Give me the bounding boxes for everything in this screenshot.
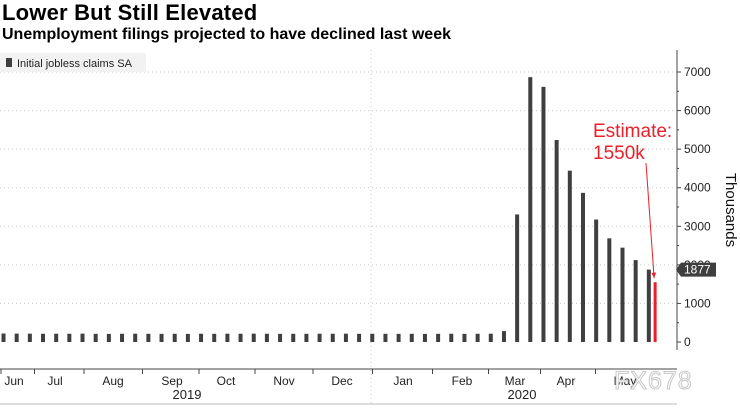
bar (554, 140, 559, 342)
bar (146, 333, 151, 342)
bar (54, 333, 59, 342)
x-tick-label: Jan (393, 374, 412, 388)
bar (580, 192, 585, 342)
x-tick-label: Sep (161, 374, 183, 388)
bar (633, 260, 638, 342)
bar (396, 333, 401, 342)
x-tick-label: Jun (4, 374, 23, 388)
bar (422, 333, 427, 342)
y-tick-label: 5000 (684, 142, 711, 156)
x-tick-label: Dec (331, 374, 352, 388)
x-tick-label: Jul (47, 374, 62, 388)
bar (370, 333, 375, 342)
bar (278, 333, 283, 342)
legend: Initial jobless claims SA (0, 53, 146, 72)
bar (383, 333, 388, 342)
bar (488, 333, 493, 342)
estimate-annotation: Estimate: 1550k (593, 121, 672, 279)
bar (238, 333, 243, 342)
x-tick-label: Oct (217, 374, 236, 388)
last-value-badge-bg (676, 262, 716, 277)
bar (646, 269, 651, 342)
bar (106, 333, 111, 342)
x-tick-label: Apr (557, 374, 576, 388)
bar (264, 333, 269, 342)
bar (291, 333, 296, 342)
y-tick-label: 7000 (684, 65, 711, 79)
last-value-badge: 1877 (676, 263, 716, 277)
x-year-label: 2019 (173, 387, 202, 402)
bar (541, 86, 546, 342)
bar (251, 333, 256, 342)
x-tick-label: May (614, 374, 637, 388)
y-axis-label: Thousands (722, 173, 739, 247)
bar (304, 333, 309, 342)
watermark: FX678 (614, 367, 693, 395)
x-axis: Jun Jul Aug Sep Oct Nov Dec Jan Feb Mar Apr May 2019… (0, 368, 677, 405)
bar (185, 333, 190, 342)
x-tick-label: Nov (273, 374, 294, 388)
bar (607, 238, 612, 342)
bar (67, 333, 72, 342)
bar (120, 333, 125, 342)
bar (409, 333, 414, 342)
bar (225, 333, 230, 342)
bar (80, 333, 85, 342)
estimate-label-line2: 1550k (593, 143, 645, 164)
y-tick-label: 4000 (684, 181, 711, 195)
bar (330, 333, 335, 342)
bar (436, 333, 441, 342)
y-tick-label: 6000 (684, 104, 711, 118)
bar (212, 333, 217, 342)
bar (567, 170, 572, 342)
legend-label: Initial jobless claims SA (17, 58, 133, 70)
bar (449, 333, 454, 342)
bar (594, 219, 599, 342)
bar (41, 333, 46, 342)
y-tick-label: 3000 (684, 219, 711, 233)
bar (317, 333, 322, 342)
bar (172, 333, 177, 342)
bar (515, 214, 520, 342)
last-value-label: 1877 (684, 263, 711, 277)
bar (501, 331, 506, 342)
bar (27, 333, 32, 342)
chart-title: Lower But Still Elevated (2, 0, 258, 25)
bar (462, 333, 467, 342)
bar (528, 77, 533, 342)
bar (620, 247, 625, 342)
bar (133, 333, 138, 342)
y-axis: 01000200030004000500060007000 (676, 50, 711, 350)
bar (357, 333, 362, 342)
estimate-arrow-head (651, 272, 657, 279)
chart-subtitle: Unemployment filings projected to have d… (2, 26, 451, 43)
x-tick-label: Aug (102, 374, 123, 388)
bar (1, 333, 6, 342)
legend-background (0, 53, 146, 72)
bar (93, 333, 98, 342)
bar (475, 333, 480, 342)
estimate-arrow-line (645, 162, 655, 279)
x-tick-label: Feb (452, 374, 473, 388)
bar (159, 333, 164, 342)
bar (14, 333, 19, 342)
bar (199, 333, 204, 342)
y-tick-label: 1000 (684, 296, 711, 310)
bar (343, 333, 348, 342)
x-tick-label: Mar (505, 374, 526, 388)
x-year-label: 2020 (508, 387, 537, 402)
y-tick-label: 0 (684, 335, 691, 349)
estimate-label-line1: Estimate: (593, 121, 672, 142)
estimate-bar (653, 282, 657, 342)
gridlines (0, 50, 676, 404)
bars (1, 77, 657, 342)
legend-swatch (6, 58, 12, 67)
